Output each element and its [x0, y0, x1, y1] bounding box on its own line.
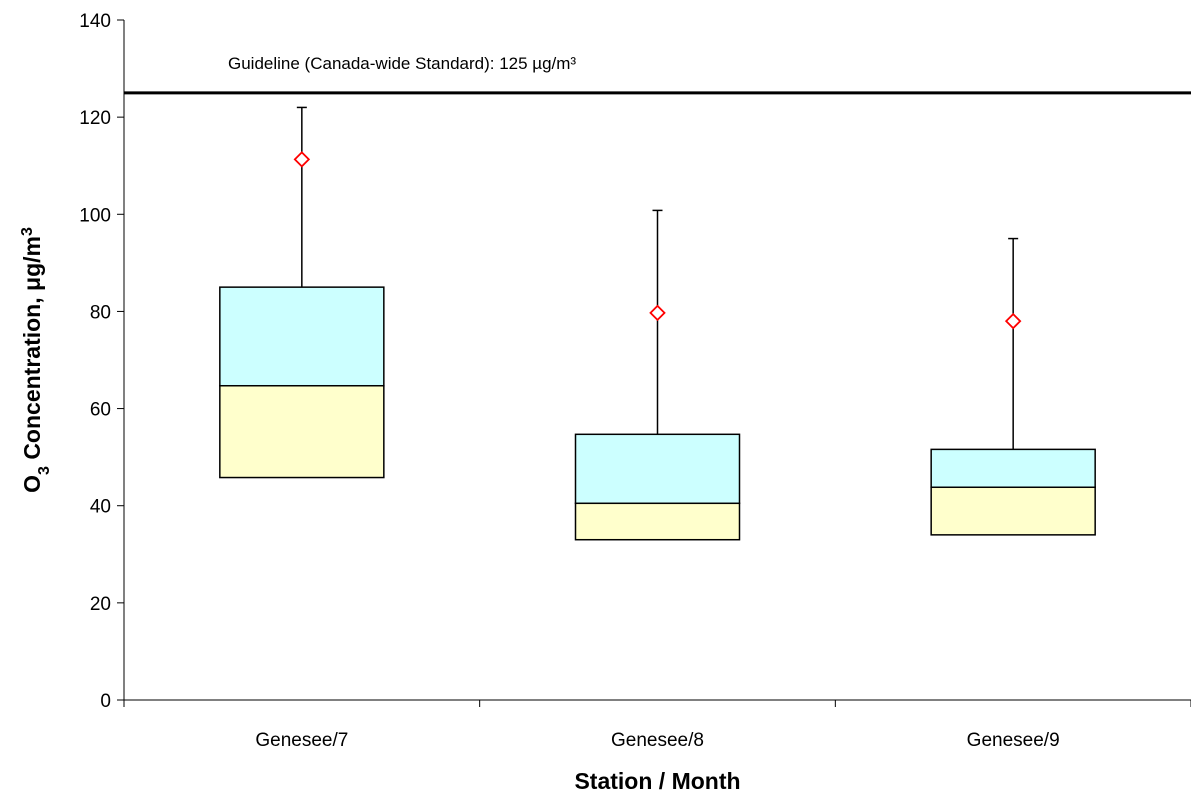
y-tick-label: 20 — [90, 594, 111, 615]
box-upper — [930, 448, 1096, 489]
x-tick-label: Genesee/8 — [611, 730, 704, 751]
x-tick-label: Genesee/7 — [255, 730, 348, 751]
box-upper — [219, 286, 385, 387]
guideline-label: Guideline (Canada-wide Standard): 125 µg… — [228, 54, 576, 73]
max-marker — [293, 151, 311, 168]
y-tick-label: 40 — [90, 497, 111, 518]
y-axis-title-superscript: 3 — [19, 227, 36, 236]
y-axis-title: O3 Concentration, μg/m3 — [19, 227, 53, 493]
y-tick-label: 60 — [90, 400, 111, 421]
y-axis-title-rest: Concentration, μg/m — [19, 236, 45, 466]
box-upper — [574, 433, 741, 505]
y-tick-label: 120 — [79, 108, 111, 129]
max-marker — [649, 304, 666, 322]
y-tick-label: 100 — [79, 205, 111, 226]
y-axis-title-subscript: 3 — [36, 466, 53, 475]
y-tick-label: 80 — [90, 302, 111, 323]
box-lower — [930, 486, 1096, 536]
box-lower — [574, 502, 741, 541]
x-axis-title: Station / Month — [574, 768, 740, 794]
y-tick-label: 140 — [79, 11, 111, 32]
plot-area: 0 20 40 60 80 100 120 140 Genesee/7 Genesee/8 Gene… — [79, 11, 1191, 751]
max-marker — [1004, 312, 1022, 330]
x-tick-label: Genesee/9 — [967, 730, 1060, 751]
box-lower — [219, 384, 385, 479]
y-axis-title-main: O — [19, 475, 45, 493]
y-tick-label: 0 — [100, 691, 111, 712]
